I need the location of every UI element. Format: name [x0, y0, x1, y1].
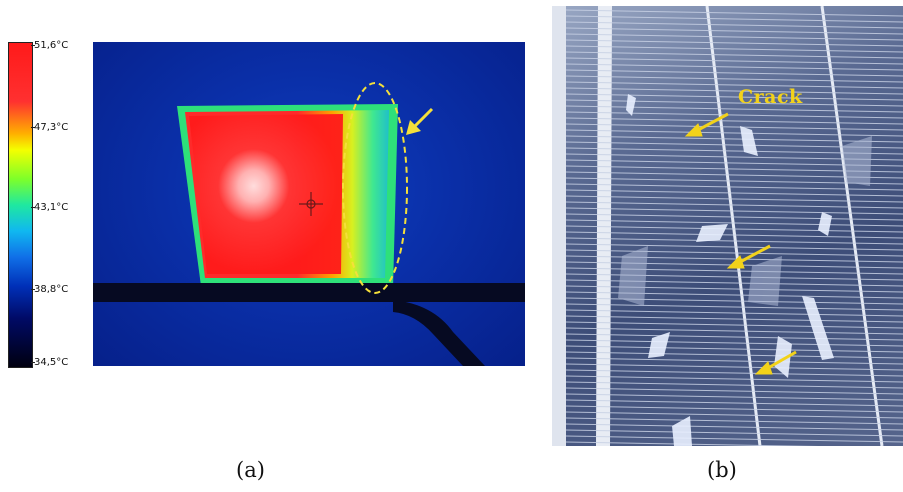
crack-label: Crack [738, 86, 803, 108]
temperature-scale-bar [8, 42, 33, 368]
cable-bar [93, 283, 525, 302]
scale-tick [31, 207, 35, 208]
hotspot [189, 114, 343, 274]
cell-gap-left [596, 6, 612, 446]
scale-tick [31, 45, 35, 46]
scale-label-max: 51,6°C [34, 40, 69, 51]
scale-tick [31, 127, 35, 128]
scale-tick [31, 362, 35, 363]
busbars [705, 6, 884, 446]
scale-label-4: 38,8°C [34, 284, 69, 295]
cracked-cell-photo [552, 6, 903, 446]
crack-fragments [626, 94, 834, 446]
scale-label-2: 47,3°C [34, 122, 69, 133]
scale-label-3: 43,1°C [34, 202, 69, 213]
thermal-image [93, 42, 525, 366]
scale-label-min: 34,5°C [34, 357, 69, 368]
cable-curve [393, 300, 485, 366]
scale-tick [31, 289, 35, 290]
annotation-arrow [406, 107, 434, 135]
caption-b: (b) [707, 458, 737, 482]
caption-a: (a) [236, 458, 265, 482]
annotation-ellipse [342, 82, 408, 294]
crack-arrows [684, 112, 797, 375]
crosshair-marker [299, 192, 323, 216]
